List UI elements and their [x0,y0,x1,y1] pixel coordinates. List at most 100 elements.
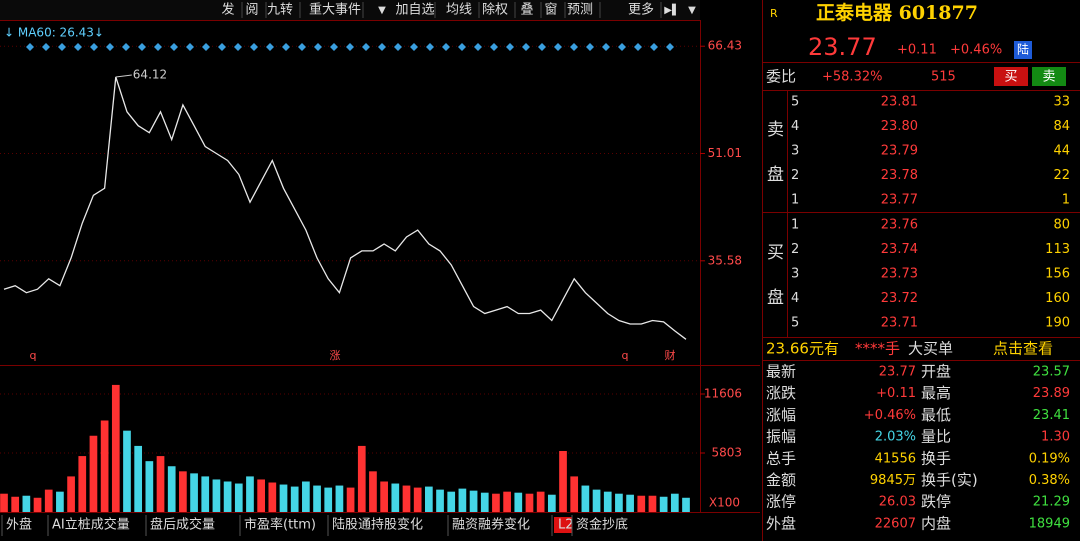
side-label: 盘 [767,165,784,185]
tab[interactable]: 盘后成交量 [150,517,215,533]
event-diamond [522,43,530,51]
stat-value: 23.41 [1033,408,1070,423]
toolbar-button[interactable]: 预测 [567,3,593,18]
event-diamond [618,43,626,51]
volume-bar [179,471,187,512]
volume-bar [134,445,143,512]
volume-bar [682,497,690,512]
stat-value: 0.19% [1029,451,1070,466]
toolbar-button[interactable]: 叠 [520,3,533,18]
stat-value: 23.57 [1033,365,1070,380]
tab[interactable]: 市盈率(ttm) [244,517,316,533]
toolbar-button[interactable]: 九转 [267,3,293,18]
volume-bar [357,445,366,512]
volume-bar [201,476,210,512]
toolbar-icon: ▼ [378,5,386,16]
big-order[interactable]: 点击查看 [993,340,1053,358]
level: 3 [791,267,799,282]
tab[interactable]: 融资融券变化 [452,517,530,533]
toolbar-button[interactable]: 重大事件 [309,2,361,18]
event-diamond [426,43,434,51]
stat-label: 内盘 [921,514,951,532]
stat-label: 涨幅 [766,406,796,424]
sell-button-label[interactable]: 卖 [1042,70,1055,85]
event-diamond [490,43,498,51]
volume-bar [44,489,53,512]
tab-badge [554,517,572,533]
tab[interactable]: 陆股通持股变化 [332,517,423,533]
toolbar-button[interactable]: 除权 [482,2,508,18]
volume-bar [525,493,534,512]
toolbar-icon: ▶▌ [664,3,679,16]
toolbar-button[interactable]: 均线 [446,3,472,18]
volume-bar [436,489,444,512]
volume-bar [615,493,623,512]
stat-value: 1.30 [1041,430,1070,445]
level: 1 [791,193,799,208]
volume-bar [246,476,254,512]
event-diamond [298,43,306,51]
tab[interactable]: 外盘 [6,517,32,533]
stat-value: +0.11 [876,386,916,401]
ma-label: ↓ MA60: 26.43↓ [4,26,104,40]
stat-label: 外盘 [766,514,796,532]
max-label: 64.12 [133,68,167,82]
buy-button [994,67,1028,86]
volume-bar [78,456,87,512]
toolbar-button[interactable]: 阅 [245,3,258,18]
order-volume: 22 [1053,168,1070,183]
toolbar-button[interactable]: 更多 [628,2,654,18]
volume-bar [480,492,489,512]
event-diamond [554,43,562,51]
event-diamond [186,43,194,51]
volume-bar [581,485,590,512]
event-diamond [74,43,82,51]
weibi: +58.32% [822,70,882,85]
level: 3 [791,144,799,159]
volume-bar [536,491,545,512]
volume-bar [56,491,64,512]
volume-bar [33,497,42,512]
toolbar-button[interactable]: 加自选 [395,3,434,18]
volume-bar [659,496,668,512]
event-diamond [378,43,386,51]
stat-value: 22607 [875,516,916,531]
order-price: 23.77 [881,193,918,208]
volume-bar [648,495,657,512]
toolbar-icon: ▼ [688,5,696,16]
toolbar-button[interactable]: 窗 [544,2,557,18]
market: 陆 [1017,42,1029,57]
volume-bar [290,486,299,512]
stat-label: 最新 [766,363,796,381]
tab[interactable]: L2 [558,518,574,533]
toolbar-button[interactable]: 发 [221,2,234,18]
level: 4 [791,291,799,306]
event-diamond [202,43,210,51]
level: 5 [791,95,799,110]
badge: R [770,7,778,20]
buy-button-label[interactable]: 买 [1004,70,1017,85]
stat-label: 开盘 [921,363,951,381]
volume-bar [335,485,344,512]
event-diamond [26,43,34,51]
y-tick-label: 35.58 [708,253,742,267]
stat-value: 18949 [1029,516,1070,531]
change-pct: +0.46% [950,43,1002,58]
event-diamond [634,43,642,51]
order-price: 23.76 [881,218,918,233]
volume-bar [503,491,511,512]
event-diamond [666,43,674,51]
volume-bar [111,384,120,512]
big-order: 23.66元有 [766,340,839,358]
stat-value: 21.29 [1033,495,1070,510]
tab[interactable]: AI立桩成交量 [52,517,130,533]
event-diamond [602,43,610,51]
order-volume: 80 [1053,218,1070,233]
level: 2 [791,168,799,183]
volume-bar [167,466,176,512]
side-label: 买 [767,243,784,263]
tab[interactable]: 资金抄底 [576,517,628,533]
stat-value: +0.46% [864,408,916,423]
volume-bar [156,456,165,512]
volume-bar [458,488,467,512]
